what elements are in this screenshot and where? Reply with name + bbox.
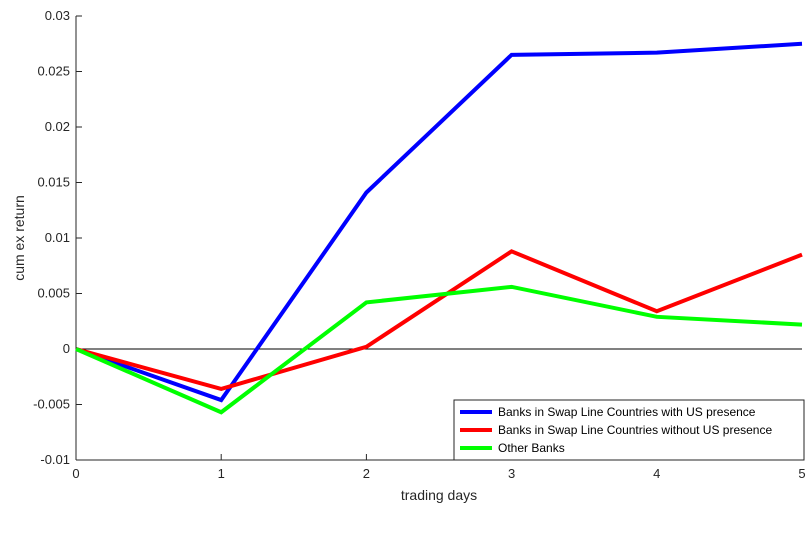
x-axis-label: trading days bbox=[401, 487, 477, 503]
x-tick-label: 0 bbox=[72, 466, 79, 481]
y-tick-label: 0.015 bbox=[37, 175, 70, 190]
legend-entry-label: Banks in Swap Line Countries without US … bbox=[498, 423, 772, 437]
y-tick-label: -0.01 bbox=[40, 452, 70, 467]
y-tick-label: 0 bbox=[63, 341, 70, 356]
y-tick-label: 0.025 bbox=[37, 64, 70, 79]
x-tick-label: 2 bbox=[363, 466, 370, 481]
y-tick-label: 0.01 bbox=[45, 230, 70, 245]
series-line-1 bbox=[75, 41, 803, 403]
y-axis-label: cum ex return bbox=[11, 195, 27, 281]
x-tick-label: 4 bbox=[653, 466, 660, 481]
legend-box bbox=[453, 399, 805, 461]
series-line-2 bbox=[75, 249, 803, 392]
y-tick-label: 0.03 bbox=[45, 8, 70, 23]
legend-entry-label: Other Banks bbox=[498, 441, 565, 455]
y-tick-label: 0.02 bbox=[45, 119, 70, 134]
x-tick-label: 1 bbox=[218, 466, 225, 481]
legend-entry-label: Banks in Swap Line Countries with US pre… bbox=[498, 405, 756, 419]
y-tick-label: -0.005 bbox=[33, 397, 70, 412]
x-tick-label: 3 bbox=[508, 466, 515, 481]
legend: Banks in Swap Line Countries with US pre… bbox=[453, 399, 805, 461]
plot-area: 0 1 2 3 4 5 -0.01 -0.005 0 0.005 0.01 0.015 0.02 0.02… bbox=[33, 8, 805, 481]
x-tick-label: 5 bbox=[798, 466, 805, 481]
series-line-3 bbox=[75, 284, 803, 415]
y-tick-label: 0.005 bbox=[37, 286, 70, 301]
